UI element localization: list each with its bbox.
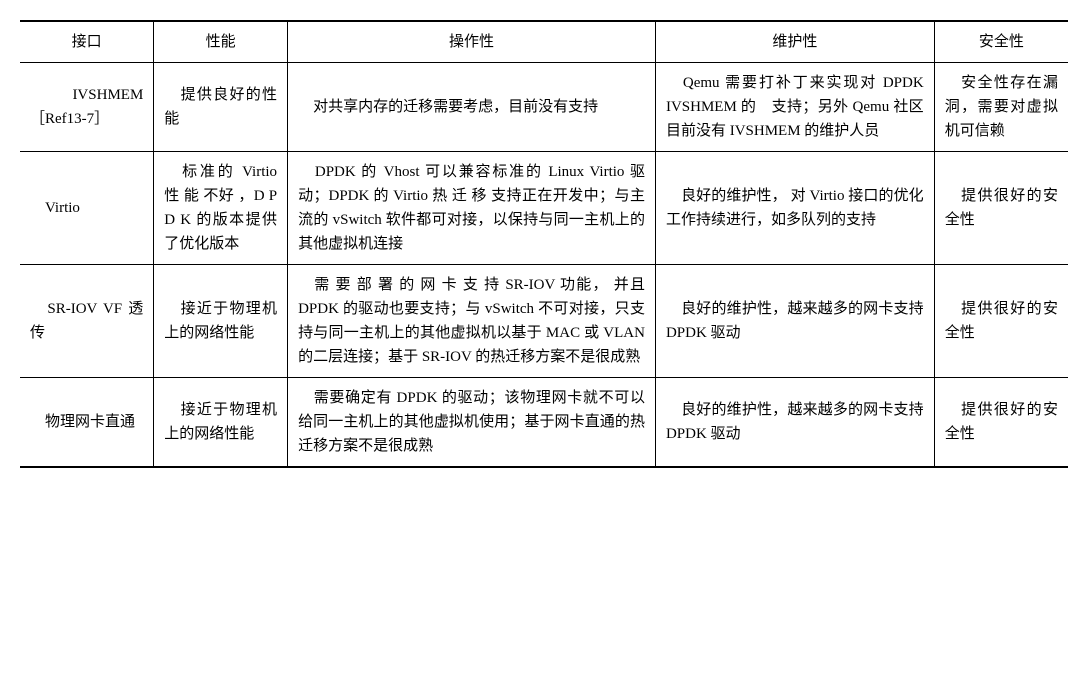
cell-interface: IVSHMEM ［Ref13-7］ — [20, 63, 154, 152]
cell-maintainability: 良好的维护性， 对 Virtio 接口的优化工作持续进行，如多队列的支持 — [655, 152, 934, 265]
table-row: 物理网卡直通 接近于物理机上的网络性能 需要确定有 DPDK 的驱动；该物理网卡… — [20, 378, 1068, 468]
col-header-operability: 操作性 — [288, 21, 656, 63]
cell-operability: DPDK 的 Vhost 可以兼容标准的 Linux Virtio 驱 动；DP… — [288, 152, 656, 265]
cell-performance: 提供良好的性能 — [154, 63, 288, 152]
cell-security: 提供很好的安全性 — [934, 152, 1068, 265]
cell-performance: 接近于物理机上的网络性能 — [154, 265, 288, 378]
cell-performance: 标准的 Virtio 性 能 不好 ，D P D K 的版本提供了优化版本 — [154, 152, 288, 265]
cell-operability: 对共享内存的迁移需要考虑，目前没有支持 — [288, 63, 656, 152]
cell-security: 提供很好的安全性 — [934, 265, 1068, 378]
table-header-row: 接口 性能 操作性 维护性 安全性 — [20, 21, 1068, 63]
cell-interface: 物理网卡直通 — [20, 378, 154, 468]
col-header-performance: 性能 — [154, 21, 288, 63]
cell-security: 提供很好的安全性 — [934, 378, 1068, 468]
cell-performance: 接近于物理机上的网络性能 — [154, 378, 288, 468]
comparison-table: 接口 性能 操作性 维护性 安全性 IVSHMEM ［Ref13-7］ 提供良好… — [20, 20, 1068, 468]
col-header-security: 安全性 — [934, 21, 1068, 63]
cell-security: 安全性存在漏洞，需要对虚拟机可信赖 — [934, 63, 1068, 152]
table-row: SR-IOV VF 透传 接近于物理机上的网络性能 需 要 部 署 的 网 卡 … — [20, 265, 1068, 378]
cell-maintainability: 良好的维护性，越来越多的网卡支持 DPDK 驱动 — [655, 378, 934, 468]
col-header-interface: 接口 — [20, 21, 154, 63]
cell-maintainability: 良好的维护性，越来越多的网卡支持 DPDK 驱动 — [655, 265, 934, 378]
table-row: Virtio 标准的 Virtio 性 能 不好 ，D P D K 的版本提供了… — [20, 152, 1068, 265]
cell-interface: SR-IOV VF 透传 — [20, 265, 154, 378]
table-row: IVSHMEM ［Ref13-7］ 提供良好的性能 对共享内存的迁移需要考虑，目… — [20, 63, 1068, 152]
cell-interface: Virtio — [20, 152, 154, 265]
cell-operability: 需 要 部 署 的 网 卡 支 持 SR-IOV 功能， 并且 DPDK 的驱动… — [288, 265, 656, 378]
cell-maintainability: Qemu 需要打补丁来实现对 DPDK IVSHMEM 的 支持；另外 Qemu… — [655, 63, 934, 152]
cell-operability: 需要确定有 DPDK 的驱动；该物理网卡就不可以给同一主机上的其他虚拟机使用；基… — [288, 378, 656, 468]
col-header-maintainability: 维护性 — [655, 21, 934, 63]
